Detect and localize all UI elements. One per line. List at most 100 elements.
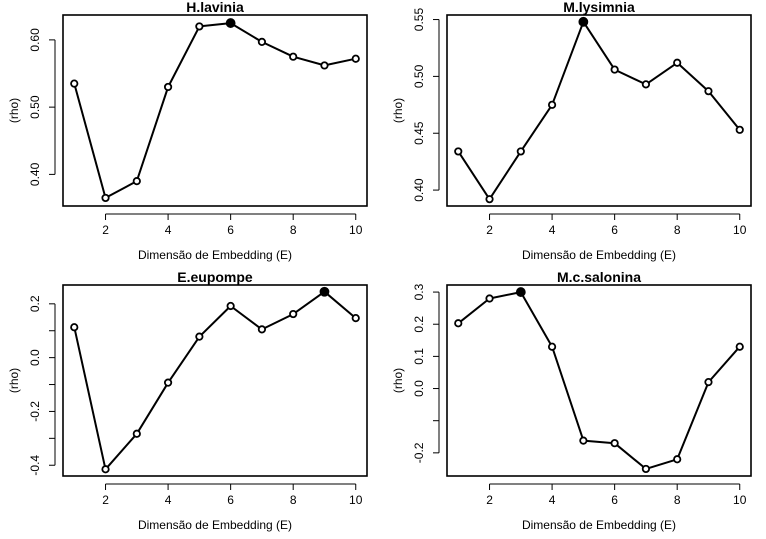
data-point — [610, 439, 619, 448]
data-point — [547, 100, 557, 109]
x-tick-label: 4 — [549, 493, 556, 507]
data-point — [257, 325, 267, 334]
data-point — [704, 87, 713, 96]
y-axis-label: (rho) — [391, 98, 405, 123]
data-point — [485, 195, 494, 204]
data-point — [320, 61, 329, 70]
x-tick-label: 4 — [165, 493, 172, 507]
chart-panel-3: E.eupompe 2 4 6 8 10 Dimensão de Embedding (E)… — [7, 269, 368, 532]
chart-panel-1: H.lavinia 2 4 6 8 10 Dimensão de Embedding (E)… — [7, 0, 368, 262]
y-tick-label: 0.50 — [412, 64, 426, 88]
data-point — [70, 79, 79, 88]
data-point — [257, 37, 267, 47]
chart-title: E.eupompe — [177, 269, 253, 285]
data-point-max — [578, 16, 589, 27]
y-tick-label: 0.50 — [28, 95, 42, 119]
x-axis-label: Dimensão de Embedding (E) — [138, 248, 292, 262]
data-point — [547, 342, 557, 351]
data-point — [70, 323, 79, 332]
data-point — [195, 332, 204, 341]
chart-title: M.c.salonina — [557, 269, 641, 285]
y-tick-label: 0.45 — [412, 121, 426, 145]
x-tick-label: 10 — [349, 223, 363, 237]
x-tick-label: 8 — [674, 223, 681, 237]
x-tick-label: 6 — [227, 493, 234, 507]
series-line — [457, 291, 741, 470]
x-axis-label: Dimensão de Embedding (E) — [138, 518, 292, 532]
y-tick-label: 0.0 — [28, 349, 42, 366]
x-tick-label: 8 — [290, 223, 297, 237]
data-point-max — [319, 286, 330, 297]
x-tick-label: 10 — [733, 493, 747, 507]
y-tick-label: 0.0 — [412, 380, 426, 397]
x-axis-label: Dimensão de Embedding (E) — [522, 518, 676, 532]
data-point — [610, 65, 619, 74]
x-tick-label: 2 — [102, 493, 109, 507]
y-tick-label: 0.55 — [412, 8, 426, 32]
data-point — [485, 294, 494, 303]
chart-panel-4: M.c.salonina 2 4 6 8 10 Dimensão de Embedding … — [391, 269, 752, 532]
x-tick-label: 4 — [549, 223, 556, 237]
data-point — [735, 342, 744, 351]
chart-title: H.lavinia — [186, 0, 244, 15]
data-point — [516, 147, 525, 156]
data-point — [454, 319, 463, 328]
data-point — [289, 52, 298, 61]
chart-panel-2: M.lysimnia 2 4 6 8 10 Dimensão de Embedding (E… — [391, 0, 752, 262]
y-tick-label: -0.2 — [28, 401, 42, 422]
plot-frame — [446, 284, 752, 477]
x-tick-label: 6 — [611, 223, 618, 237]
y-tick-label: 0.40 — [412, 178, 426, 202]
data-point — [351, 54, 360, 63]
plot-frame — [62, 14, 368, 207]
data-point — [641, 80, 651, 89]
y-axis-label: (rho) — [391, 368, 405, 393]
x-tick-label: 8 — [290, 493, 297, 507]
x-tick-label: 10 — [733, 223, 747, 237]
data-point — [673, 455, 682, 464]
x-tick-label: 10 — [349, 493, 363, 507]
data-point — [132, 429, 141, 438]
data-point — [132, 177, 141, 186]
plot-frame — [446, 14, 752, 207]
x-tick-label: 2 — [486, 223, 493, 237]
data-point — [226, 301, 235, 311]
x-tick-label: 4 — [165, 223, 172, 237]
y-tick-label: -0.2 — [412, 442, 426, 463]
y-tick-label: 0.1 — [412, 348, 426, 365]
y-tick-label: -0.4 — [28, 455, 42, 476]
plot-frame — [62, 284, 368, 477]
x-axis-label: Dimensão de Embedding (E) — [522, 248, 676, 262]
data-point — [673, 58, 682, 67]
series-line — [73, 290, 357, 471]
y-tick-label: 0.3 — [412, 283, 426, 300]
data-point — [289, 309, 298, 319]
data-point — [454, 147, 463, 156]
data-point — [195, 22, 204, 31]
data-point — [163, 378, 173, 387]
x-tick-label: 8 — [674, 493, 681, 507]
y-axis-label: (rho) — [7, 368, 21, 393]
data-point — [641, 464, 651, 474]
y-tick-label: 0.2 — [28, 295, 42, 312]
x-tick-label: 2 — [102, 223, 109, 237]
x-tick-label: 6 — [611, 493, 618, 507]
chart-title: M.lysimnia — [563, 0, 635, 15]
x-tick-label: 6 — [227, 223, 234, 237]
data-point-max — [515, 287, 526, 297]
data-point — [101, 193, 110, 203]
data-point — [351, 313, 360, 323]
y-tick-label: 0.2 — [412, 316, 426, 333]
data-point — [101, 465, 110, 474]
data-point — [163, 82, 173, 92]
data-point — [735, 125, 744, 134]
y-tick-label: 0.40 — [28, 162, 42, 186]
series-line — [457, 20, 741, 201]
y-tick-label: 0.60 — [28, 28, 42, 52]
data-point — [704, 378, 713, 387]
y-axis-label: (rho) — [7, 98, 21, 123]
series-line — [73, 22, 356, 199]
data-point-max — [225, 18, 236, 28]
x-tick-label: 2 — [486, 493, 493, 507]
